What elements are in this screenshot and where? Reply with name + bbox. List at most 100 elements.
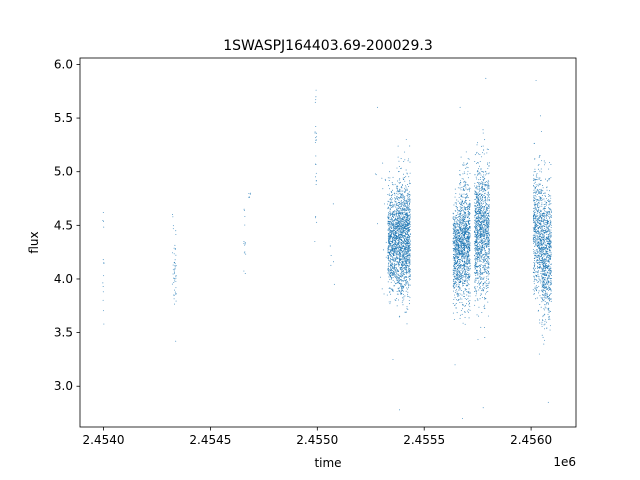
data-point (474, 193, 475, 195)
data-point (406, 265, 408, 267)
data-point (454, 232, 456, 234)
data-point (459, 240, 461, 242)
data-point (406, 215, 408, 217)
data-point (466, 214, 468, 216)
data-point (376, 106, 378, 108)
data-point (396, 187, 398, 189)
data-point (454, 222, 456, 224)
data-point (399, 192, 401, 194)
data-point (457, 255, 459, 257)
data-point (390, 240, 392, 242)
data-point (482, 176, 484, 178)
data-point (403, 240, 405, 242)
data-point (459, 250, 460, 252)
data-point (392, 230, 393, 231)
data-point (392, 228, 394, 230)
data-point (401, 230, 403, 232)
data-point (487, 237, 489, 239)
data-point (457, 243, 459, 245)
data-point (390, 258, 392, 260)
data-point (391, 250, 393, 252)
data-point (459, 260, 461, 262)
data-point (480, 231, 481, 233)
data-point (476, 200, 478, 202)
data-point (475, 247, 477, 249)
data-point (476, 178, 478, 180)
data-point (455, 279, 457, 280)
data-point (454, 270, 456, 272)
data-point (480, 200, 482, 201)
data-point (398, 242, 399, 244)
data-point (488, 256, 490, 257)
data-point (464, 297, 466, 299)
data-point (390, 256, 392, 258)
data-point (467, 263, 469, 265)
data-point (482, 243, 484, 245)
data-point (455, 210, 457, 212)
data-point (390, 237, 392, 239)
data-point (388, 251, 390, 253)
data-point (456, 271, 458, 273)
data-point (398, 171, 400, 172)
data-point (314, 132, 316, 134)
data-point (406, 283, 408, 285)
data-point (477, 211, 479, 213)
data-point (479, 171, 481, 173)
data-point (391, 216, 393, 218)
data-point (387, 272, 389, 274)
data-point (457, 200, 459, 202)
data-point (477, 248, 479, 250)
data-point (461, 231, 463, 233)
data-point (405, 247, 407, 249)
data-point (397, 156, 399, 158)
data-point (478, 173, 480, 175)
data-point (316, 136, 318, 138)
data-point (464, 229, 465, 231)
data-point (460, 254, 462, 256)
data-point (399, 228, 401, 230)
data-point (480, 269, 482, 271)
data-point (407, 208, 409, 210)
data-point (406, 270, 408, 272)
data-point (454, 235, 456, 237)
data-point (408, 219, 409, 221)
data-point (456, 240, 458, 242)
data-point (409, 236, 411, 238)
data-point (395, 248, 396, 250)
data-point (477, 272, 479, 274)
data-point (409, 194, 411, 195)
data-point (479, 270, 480, 272)
data-point (393, 197, 395, 199)
data-point (458, 229, 460, 231)
data-point (487, 235, 489, 237)
data-point (455, 231, 457, 233)
data-point (486, 288, 488, 289)
data-point (478, 183, 480, 185)
data-point (404, 237, 406, 239)
data-point (397, 227, 399, 229)
data-point (394, 266, 395, 268)
data-point (403, 280, 405, 282)
data-point (454, 227, 456, 229)
data-point (401, 255, 403, 257)
data-point (390, 266, 392, 268)
data-point (404, 203, 406, 205)
data-point (467, 248, 469, 250)
data-point (487, 199, 489, 201)
data-point (392, 239, 394, 241)
data-point (396, 213, 397, 215)
data-point (390, 194, 392, 196)
data-point (402, 288, 404, 289)
data-point (316, 180, 317, 182)
data-point (481, 250, 483, 252)
data-point (463, 248, 465, 250)
data-point (476, 222, 478, 224)
data-point (469, 247, 471, 249)
data-point (453, 228, 454, 230)
data-point (408, 259, 410, 261)
data-point (408, 268, 410, 270)
data-point (482, 227, 484, 229)
data-point (475, 295, 477, 297)
data-point (478, 284, 480, 286)
data-point (461, 208, 463, 210)
